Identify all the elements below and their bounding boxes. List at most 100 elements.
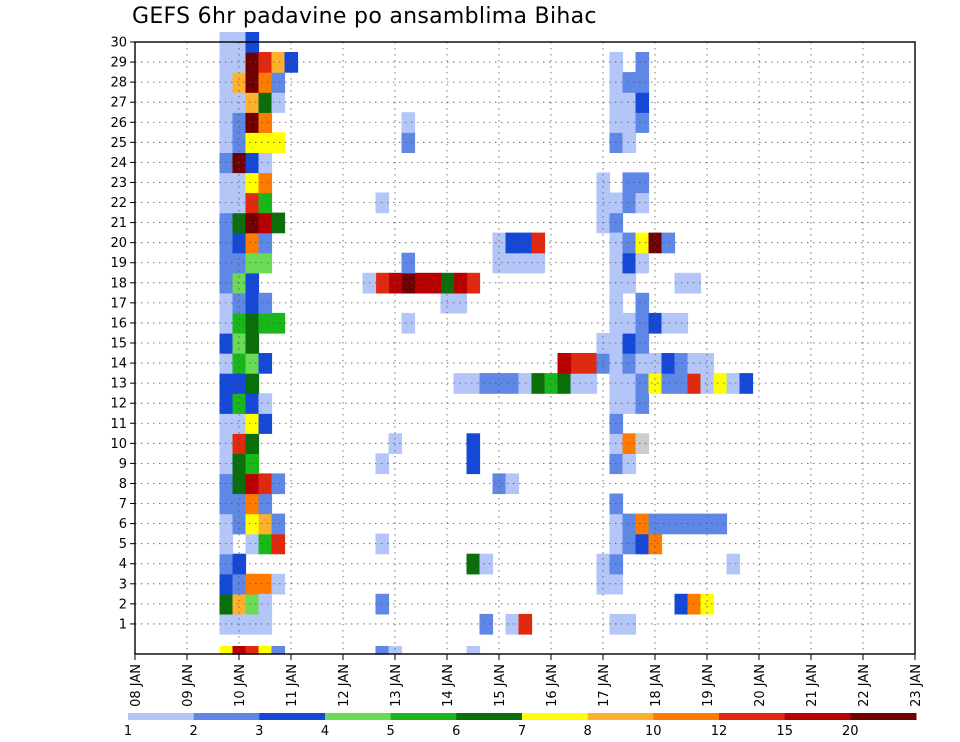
heatmap-cell: [271, 533, 286, 555]
heatmap-cell: [258, 72, 273, 93]
heatmap-cell: [622, 252, 637, 274]
x-tick-label: 16 JAN: [545, 664, 560, 707]
heatmap-cell: [635, 252, 650, 274]
heatmap-cell: [492, 232, 507, 254]
heatmap-cell: [232, 132, 247, 153]
x-tick-label: 14 JAN: [441, 664, 456, 707]
heatmap-cell: [245, 92, 260, 113]
heatmap-cell: [622, 312, 637, 334]
heatmap-cell: [271, 646, 286, 655]
heatmap-cell: [622, 172, 637, 194]
y-tick-label: 14: [110, 357, 127, 372]
y-tick-label: 8: [119, 477, 127, 492]
heatmap-cell: [622, 72, 637, 93]
y-tick-label: 21: [110, 216, 127, 231]
heatmap-cell: [635, 232, 650, 254]
heatmap-cell: [245, 453, 260, 475]
heatmap-cell: [258, 132, 273, 153]
y-tick-label: 22: [110, 196, 127, 211]
heatmap-cell: [245, 413, 260, 434]
heatmap-cell: [739, 373, 754, 394]
heatmap-cell: [648, 533, 663, 555]
heatmap-cell: [258, 192, 273, 214]
x-tick-label: 09 JAN: [181, 664, 196, 707]
y-tick-label: 29: [110, 56, 127, 71]
heatmap-cell: [635, 112, 650, 133]
heatmap-cell: [388, 433, 403, 454]
x-tick-label: 17 JAN: [597, 664, 612, 707]
y-tick-label: 6: [119, 517, 127, 532]
heatmap-cell: [635, 513, 650, 535]
heatmap-cell: [622, 613, 637, 635]
x-tick-label: 12 JAN: [337, 664, 352, 707]
legend-label: 20: [842, 724, 859, 739]
legend-swatch: [456, 713, 523, 720]
heatmap-cell: [245, 252, 260, 274]
grid-lines: [135, 41, 915, 654]
heatmap-cell: [232, 312, 247, 334]
heatmap-cell: [388, 646, 403, 655]
y-tick-label: 9: [119, 457, 127, 472]
heatmap-cell: [635, 192, 650, 214]
y-tick-label: 30: [110, 36, 127, 51]
heatmap-cell: [232, 453, 247, 475]
x-tick-label: 20 JAN: [753, 664, 768, 707]
heatmap-cell: [271, 573, 286, 595]
heatmap-cell: [414, 272, 429, 294]
heatmap-cell: [245, 573, 260, 595]
legend-label: 3: [255, 724, 263, 739]
heatmap-cell: [557, 373, 572, 394]
legend-label: 5: [387, 724, 395, 739]
heatmap-cell: [258, 312, 273, 334]
heatmap-cell: [245, 192, 260, 214]
y-axis-ticks: 1234567891011121314151617181920212223242…: [110, 36, 135, 632]
heatmap-cell: [232, 573, 247, 595]
heatmap-cell: [258, 152, 273, 174]
heatmap-cell: [401, 132, 416, 153]
heatmap-cell: [505, 373, 520, 394]
heatmap-cell: [622, 393, 637, 414]
y-tick-label: 1: [119, 617, 127, 632]
heatmap-cell: [648, 353, 663, 374]
legend-swatch: [390, 713, 457, 720]
heatmap-cell: [661, 312, 676, 334]
legend-label: 2: [190, 724, 198, 739]
heatmap-cell: [245, 433, 260, 454]
heatmap-cell: [271, 473, 286, 495]
heatmap-cell: [401, 252, 416, 274]
heatmap-cell: [583, 373, 598, 394]
heatmap-cell: [492, 373, 507, 394]
legend-swatch: [653, 713, 720, 720]
x-tick-label: 11 JAN: [285, 664, 300, 707]
heatmap-cell: [622, 92, 637, 113]
heatmap-cell: [245, 533, 260, 555]
y-tick-label: 4: [119, 557, 127, 572]
heatmap-cell: [271, 132, 286, 153]
heatmap-cell: [544, 373, 559, 394]
heatmap-cell: [622, 513, 637, 535]
heatmap-cell: [635, 373, 650, 394]
heatmap-cell: [713, 513, 728, 535]
heatmap-cell: [635, 333, 650, 354]
y-tick-label: 28: [110, 76, 127, 91]
y-tick-label: 25: [110, 136, 127, 151]
heatmap-cell: [570, 373, 585, 394]
chart-title: GEFS 6hr padavine po ansamblima Bihac: [132, 4, 597, 29]
heatmap-cell: [635, 393, 650, 414]
heatmap-cell: [648, 232, 663, 254]
heatmap-cell: [258, 52, 273, 73]
heatmap-cell: [635, 292, 650, 314]
heatmap-cell: [232, 72, 247, 93]
heatmap-cell: [622, 132, 637, 153]
heatmap-cell: [375, 646, 390, 655]
heatmap-cell: [726, 553, 741, 575]
heatmap-cell: [245, 393, 260, 414]
y-tick-label: 17: [110, 296, 127, 311]
heatmap-cell: [505, 252, 520, 274]
heatmap-cell: [700, 353, 715, 374]
x-tick-label: 18 JAN: [649, 664, 664, 707]
heatmap-cell: [700, 593, 715, 615]
heatmap-cell: [232, 413, 247, 434]
heatmap-cell: [232, 172, 247, 194]
heatmap-cell: [258, 172, 273, 194]
